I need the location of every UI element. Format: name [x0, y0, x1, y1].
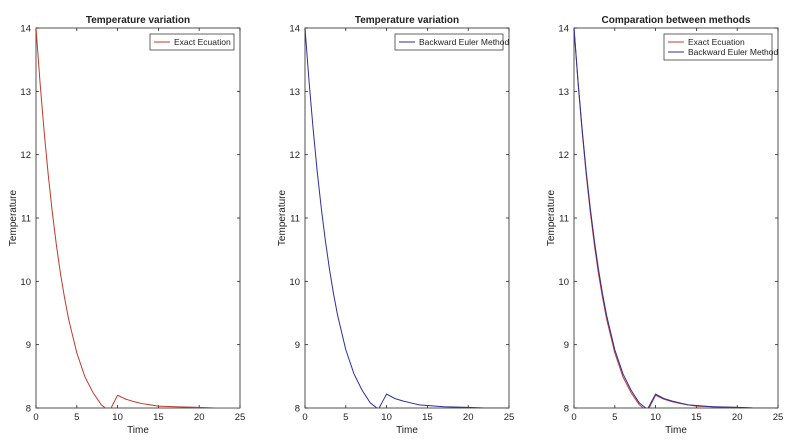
- y-tick-label: 14: [289, 24, 300, 35]
- chart-title: Temperature variation: [355, 15, 459, 26]
- legend-label: Backward Euler Method: [688, 47, 779, 57]
- x-tick-label: 25: [773, 412, 784, 423]
- y-tick-label: 11: [559, 214, 569, 225]
- x-tick-label: 10: [381, 412, 392, 423]
- chart-title: Comparation between methods: [602, 15, 751, 26]
- y-tick-label: 13: [558, 87, 569, 98]
- legend: Exact Ecuation: [149, 33, 235, 51]
- x-axis-label: Time: [665, 425, 687, 436]
- x-tick-label: 5: [343, 412, 348, 423]
- legend-label: Exact Ecuation: [688, 37, 745, 47]
- y-tick-label: 11: [290, 214, 300, 225]
- y-tick-label: 13: [289, 87, 300, 98]
- legend-label: Backward Euler Method: [419, 37, 510, 47]
- chart-panel-3: Comparation between methods 0 5 10 15 20 25 8 9 1…: [546, 15, 783, 436]
- x-tick-label: 25: [504, 412, 515, 423]
- y-tick-label: 12: [558, 150, 569, 161]
- series-line-2: [574, 28, 778, 408]
- y-tick-label: 13: [20, 87, 31, 98]
- y-tick-label: 14: [558, 24, 569, 35]
- x-tick-label: 15: [153, 412, 164, 423]
- series-line-1: [36, 28, 240, 408]
- chart-panel-1: Temperature variation 0 5 10 15 20 25 8 9 10 11 12 1…: [8, 15, 245, 436]
- y-tick-label: 9: [26, 340, 31, 351]
- y-tick-label: 12: [20, 150, 31, 161]
- y-tick-label: 10: [20, 277, 31, 288]
- legend-label: Exact Ecuation: [174, 37, 231, 47]
- chart-panel-2: Temperature variation 0 5 10 15 20 25 8 9 10 11 12 1…: [277, 15, 514, 436]
- x-tick-label: 10: [112, 412, 123, 423]
- series-line-1: [305, 28, 509, 408]
- x-tick-label: 20: [194, 412, 205, 423]
- legend-box: [394, 33, 504, 51]
- y-tick-label: 14: [20, 24, 31, 35]
- x-tick-label: 0: [302, 412, 307, 423]
- y-tick-label: 9: [564, 340, 569, 351]
- y-tick-label: 9: [295, 340, 300, 351]
- x-tick-label: 15: [422, 412, 433, 423]
- x-tick-label: 5: [612, 412, 617, 423]
- y-tick-label: 8: [564, 404, 569, 415]
- x-tick-label: 15: [691, 412, 702, 423]
- x-axis-label: Time: [396, 425, 418, 436]
- x-tick-label: 10: [650, 412, 661, 423]
- x-tick-label: 20: [463, 412, 474, 423]
- y-tick-label: 8: [295, 404, 300, 415]
- x-tick-label: 20: [732, 412, 743, 423]
- x-axis-label: Time: [127, 425, 149, 436]
- x-tick-label: 0: [33, 412, 38, 423]
- legend-box: [149, 33, 235, 51]
- y-axis-label: Temperature: [277, 189, 288, 246]
- y-tick-label: 12: [289, 150, 300, 161]
- plot-area-frame: [35, 27, 241, 409]
- x-tick-label: 0: [571, 412, 576, 423]
- chart-title: Temperature variation: [86, 15, 190, 26]
- legend: Backward Euler Method: [394, 33, 510, 51]
- legend-box: [663, 33, 773, 61]
- plot-area-frame: [573, 27, 779, 409]
- x-tick-label: 25: [235, 412, 246, 423]
- x-tick-label: 5: [74, 412, 79, 423]
- y-axis-label: Temperature: [546, 189, 557, 246]
- y-tick-label: 8: [26, 404, 31, 415]
- plot-area-frame: [304, 27, 510, 409]
- y-tick-label: 10: [558, 277, 569, 288]
- y-tick-label: 10: [289, 277, 300, 288]
- y-tick-label: 11: [21, 214, 31, 225]
- y-axis-label: Temperature: [8, 189, 19, 246]
